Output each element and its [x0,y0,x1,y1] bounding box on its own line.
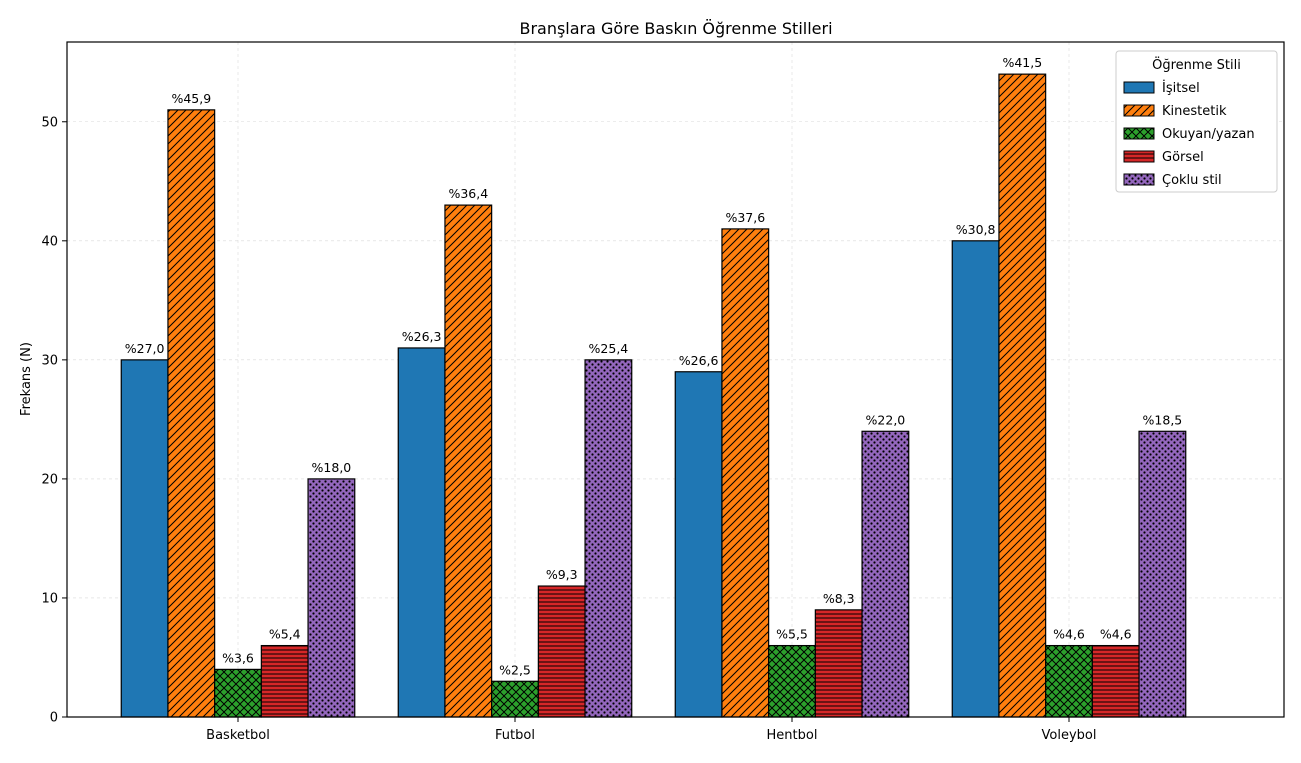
y-tick-label: 10 [41,591,58,606]
legend-title: Öğrenme Stili [1152,56,1241,73]
data-label: %4,6 [1053,627,1085,642]
legend-swatch-outline [1123,127,1155,140]
y-tick-label: 20 [41,472,58,487]
legend: Öğrenme Stili İşitsel Kinestetik Okuyan/yaz… [1115,50,1278,193]
legend-swatch-hatch [1124,174,1154,185]
data-label: %36,4 [448,186,488,201]
data-label: %22,0 [866,412,906,427]
y-tick-label: 50 [41,115,58,130]
data-label: %3,6 [222,650,254,665]
y-tick-label: 0 [50,711,58,726]
bar-hatch [815,609,863,717]
y-tick-label: 30 [41,353,58,368]
bar-hatch [721,228,769,717]
x-tick-label: Voleybol [1042,728,1097,743]
chart-title: Branşlara Göre Baskın Öğrenme Stilleri [519,19,832,38]
legend-swatch-hatch [1124,151,1154,162]
data-label: %8,3 [823,591,855,606]
bar-hatch [768,645,816,717]
data-label: %5,5 [776,627,808,642]
x-tick-label: Hentbol [767,728,818,743]
data-labels: %27,0 %26,3 %26,6 %30,8 %45,9 %36,4 %37,6 %41,5… [125,55,1183,677]
bar [398,347,445,717]
bar [952,240,999,718]
data-label: %26,3 [402,329,442,344]
data-label: %26,6 [679,353,719,368]
legend-label: Kinestetik [1162,104,1227,119]
legend-swatch-hatch [1124,105,1154,116]
legend-label: Görsel [1162,150,1204,165]
bar-hatch [538,586,586,717]
bar-hatch [308,478,355,717]
bar-hatch [998,74,1046,717]
data-label: %41,5 [1002,55,1042,70]
x-tick-label: Futbol [495,728,535,743]
bar-hatch [491,681,539,717]
legend-label: İşitsel [1162,80,1200,96]
data-label: %2,5 [499,662,531,677]
bar-hatch [444,205,492,717]
bar-hatch [585,359,632,717]
data-label: %18,5 [1143,412,1183,427]
bar [121,359,168,717]
data-label: %30,8 [956,222,996,237]
bar-hatch [214,669,262,717]
x-tick-label: Basketbol [206,728,270,743]
legend-swatch [1124,82,1154,93]
axes: 0 10 20 30 40 50 Basketbol Futbol Hentbol Voleybo… [41,115,1096,743]
bar-hatch [261,645,309,717]
bar-hatch [167,109,215,718]
legend-swatch-outline [1123,104,1155,117]
data-label: %27,0 [125,341,165,356]
data-label: %9,3 [546,567,578,582]
legend-swatch-hatch [1124,128,1154,139]
legend-label: Okuyan/yazan [1162,127,1255,142]
y-axis-label: Frekans (N) [19,342,34,416]
bars [120,73,1187,718]
legend-label: Çoklu stil [1162,173,1222,188]
data-label: %37,6 [725,210,765,225]
legend-box [1115,50,1278,193]
bar [675,371,722,717]
y-tick-label: 40 [41,234,58,249]
bar-hatch [1092,645,1140,717]
data-label: %4,6 [1100,627,1132,642]
bar-hatch [1045,645,1093,717]
bar-hatch [1139,431,1186,717]
bar-hatch [862,431,909,717]
plot-frame [66,41,1285,718]
legend-swatch-outline [1123,150,1155,163]
data-label: %5,4 [269,627,301,642]
data-label: %45,9 [171,91,211,106]
data-label: %18,0 [312,460,352,475]
data-label: %25,4 [589,341,629,356]
legend-swatch-outline [1123,173,1155,186]
legend-swatch-outline [1123,81,1155,94]
